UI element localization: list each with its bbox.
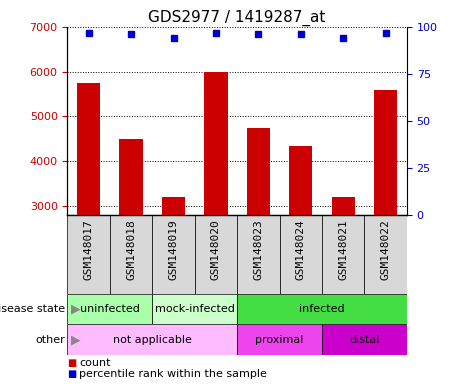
Text: GSM148021: GSM148021 [338,219,348,280]
Bar [322,324,407,355]
Bar [237,215,279,294]
Text: GSM148024: GSM148024 [296,219,306,280]
Bar [152,294,237,324]
Bar [322,215,365,294]
Bar [237,294,407,324]
Text: GSM148022: GSM148022 [381,219,391,280]
Text: proximal: proximal [255,335,304,345]
Text: count: count [79,358,111,368]
Text: ■: ■ [67,358,77,368]
Bar [77,83,100,215]
Bar [289,146,312,215]
Text: other: other [35,335,65,345]
Text: GSM148019: GSM148019 [168,219,179,280]
Bar [204,72,227,215]
Title: GDS2977 / 1419287_at: GDS2977 / 1419287_at [148,9,326,25]
Bar [67,294,152,324]
Bar [67,324,237,355]
Text: disease state: disease state [0,304,65,314]
Text: GSM148018: GSM148018 [126,219,136,280]
Bar [332,197,355,215]
Bar [110,215,152,294]
Text: ■: ■ [67,369,77,379]
Bar [162,197,185,215]
Bar [195,215,237,294]
Bar [365,215,407,294]
Text: ▶: ▶ [67,303,80,316]
Bar [374,89,397,215]
Bar [152,215,195,294]
Text: infected: infected [299,304,345,314]
Text: ▶: ▶ [67,333,80,346]
Text: uninfected: uninfected [80,304,140,314]
Text: percentile rank within the sample: percentile rank within the sample [79,369,267,379]
Text: GSM148017: GSM148017 [84,219,93,280]
Text: distal: distal [349,335,379,345]
Text: not applicable: not applicable [113,335,192,345]
Bar [279,215,322,294]
Text: GSM148023: GSM148023 [253,219,263,280]
Bar [237,324,322,355]
Bar [247,127,270,215]
Text: GSM148020: GSM148020 [211,219,221,280]
Bar [67,215,110,294]
Bar [120,139,143,215]
Text: mock-infected: mock-infected [155,304,235,314]
